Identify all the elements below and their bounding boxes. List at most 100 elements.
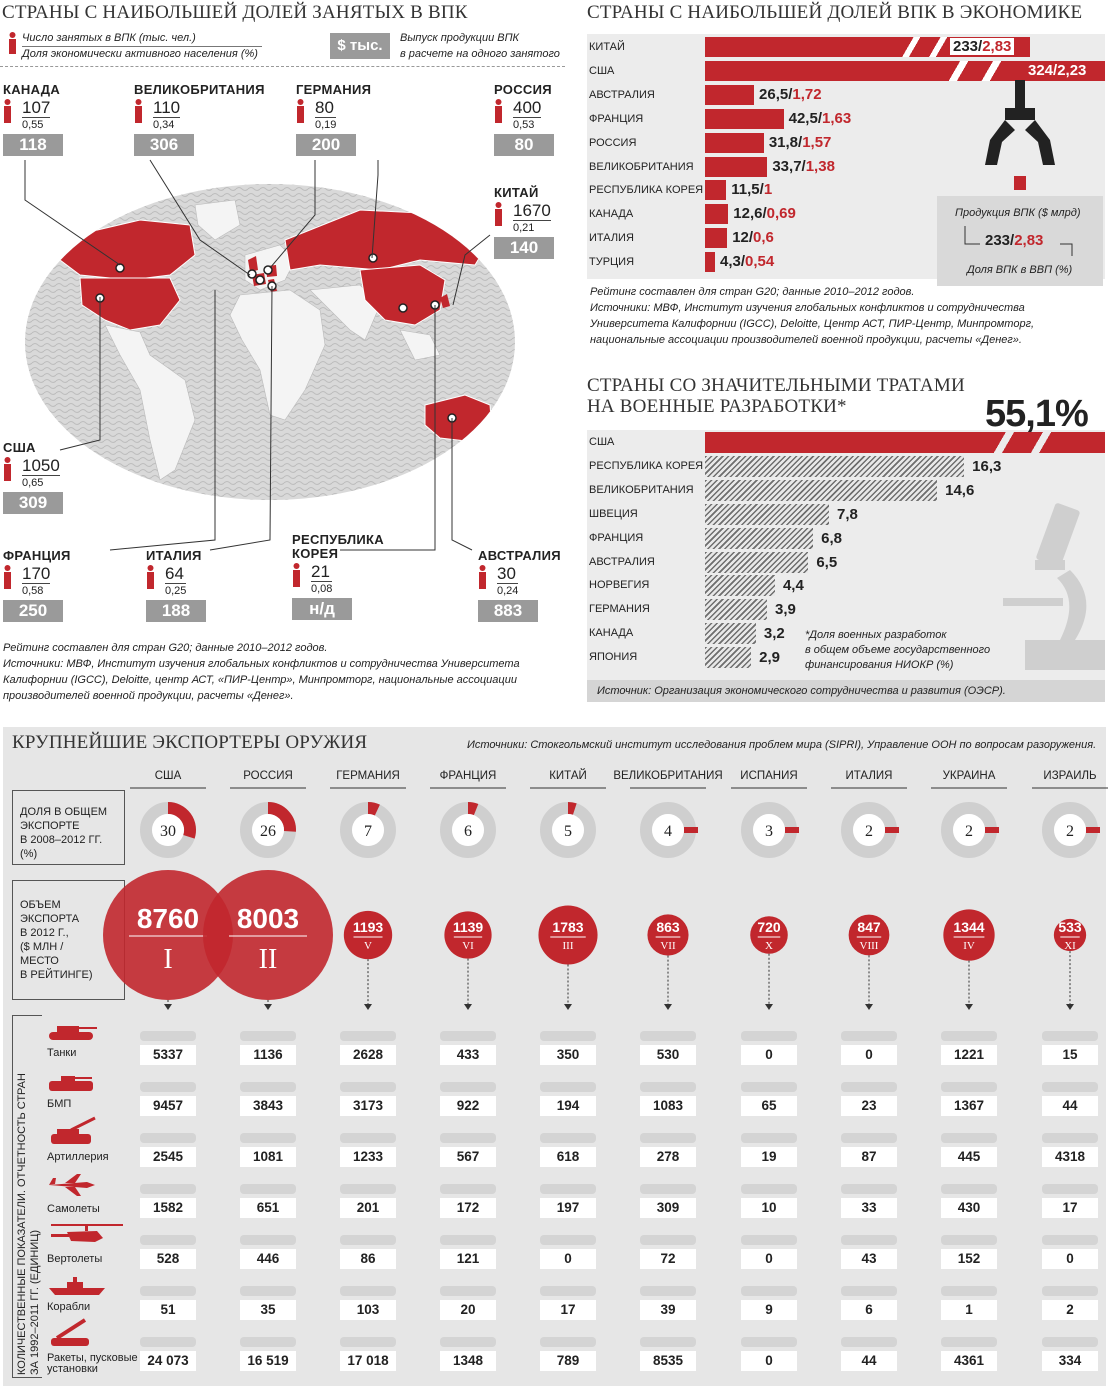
country-usa: США 1050 0,65 309: [3, 440, 83, 514]
country-column-name: ИТАЛИЯ: [845, 770, 893, 782]
person-icon: [147, 565, 154, 589]
bar: [705, 180, 727, 201]
bar-category: КАНАДА: [589, 208, 634, 221]
row-ghost-icon: [540, 1235, 596, 1245]
arrow-head: [1066, 1004, 1074, 1010]
ship-icon: [49, 1277, 105, 1295]
label-share: ДОЛЯ В ОБЩЕМ ЭКСПОРТЕ В 2008–2012 ГГ. (%…: [20, 805, 107, 861]
table-cell: 44: [1042, 1096, 1098, 1116]
row-ghost-icon: [841, 1337, 897, 1347]
side-label-box: [12, 1015, 42, 1378]
country-russia: РОССИЯ 400 0,53 80: [494, 82, 564, 156]
volume-value: 533: [1058, 919, 1082, 935]
bar-category: ШВЕЦИЯ: [589, 507, 638, 520]
label-volume-line: МЕСТО: [20, 955, 59, 967]
row-label: Вертолеты: [47, 1253, 103, 1265]
share-value: 2: [865, 823, 873, 840]
country-column-name: ИЗРАИЛЬ: [1043, 770, 1097, 782]
bar-value: 12/0,6: [732, 229, 774, 246]
legend-output-label: Продукция ВПК ($ млрд): [955, 207, 1081, 219]
employed-value: 1670: [513, 201, 551, 221]
legend-sample-black: 233/: [985, 232, 1015, 249]
section3-big-value: 55,1%: [985, 393, 1089, 435]
volume-bubble: [647, 914, 689, 956]
table-cell: 0: [741, 1045, 797, 1065]
row-helicopters: Вертолеты: [47, 1222, 127, 1265]
share-value: 0,25: [165, 585, 187, 597]
bar-category: РОССИЯ: [589, 136, 637, 149]
row-ghost-icon: [1042, 1337, 1098, 1347]
rank-value: IV: [963, 940, 975, 952]
table-cell: 433: [440, 1045, 496, 1065]
arrow-head: [865, 1004, 873, 1010]
row-ghost-icon: [140, 1133, 196, 1143]
defense-share-chart: КИТАЙ 233/2,83 США 324/2,23 АВСТРАЛИЯ 26,5/1,…: [587, 34, 1105, 279]
row-ghost-icon: [240, 1286, 296, 1296]
country-column-name: ГЕРМАНИЯ: [336, 770, 400, 782]
table-cell: 1367: [941, 1096, 997, 1116]
share-ring-center: [753, 814, 785, 846]
volume-value: 1783: [552, 919, 583, 935]
volume-bubble: [538, 905, 598, 965]
table-cell: 1221: [941, 1045, 997, 1065]
share-ring-center: [552, 814, 584, 846]
bar-value: 11,5/1: [731, 181, 772, 198]
row-ghost-icon: [540, 1082, 596, 1092]
bar-category: РЕСПУБЛИКА КОРЕЯ: [589, 459, 704, 472]
section1-sources: Источники: МВФ, Институт изучения глобал…: [3, 658, 520, 702]
bar-value: 14,6: [945, 481, 975, 499]
row-ghost-icon: [340, 1286, 396, 1296]
row-ghost-icon: [941, 1235, 997, 1245]
legend-person-icon: [8, 32, 17, 59]
share-value: 0,34: [153, 119, 175, 131]
bar: [705, 647, 752, 669]
output-box: 883: [478, 600, 538, 622]
bar-value-black: 324/: [1028, 61, 1058, 79]
share-value: 0,21: [513, 222, 535, 234]
bar: [705, 599, 767, 621]
table-cell: 0: [741, 1351, 797, 1371]
table-cell: 65: [741, 1096, 797, 1116]
bar-value-black: 31,8/: [768, 133, 803, 151]
bar: [705, 156, 768, 177]
person-icon: [4, 99, 11, 123]
share-value: 0,19: [315, 119, 337, 131]
artillery-icon: [51, 1116, 96, 1144]
employed-value: 170: [22, 564, 51, 584]
country-name: АВСТРАЛИЯ: [478, 548, 561, 563]
bar: [705, 479, 938, 501]
country-china: КИТАЙ 1670 0,21 140: [494, 185, 564, 259]
missile-launcher-icon: [51, 1318, 89, 1346]
table-cell: 567: [440, 1147, 496, 1167]
volume-bubble: [343, 910, 393, 960]
table-cell: 530: [640, 1045, 696, 1065]
share-value: 30: [160, 823, 176, 840]
output-box: 140: [494, 237, 554, 259]
row-ghost-icon: [440, 1184, 496, 1194]
bar-value: 31,8/1,57: [769, 134, 832, 151]
table-cell: 0: [540, 1249, 596, 1269]
row-ghost-icon: [240, 1031, 296, 1041]
country-germany: ГЕРМАНИЯ 80 0,19 200: [296, 82, 406, 156]
bar: [705, 432, 1105, 453]
table-cell: 16 519: [240, 1351, 296, 1371]
note2: в общем объеме государственного: [805, 644, 991, 656]
row-label: Ракеты, пусковые установки: [47, 1352, 138, 1375]
bar-value: 33,7/1,38: [772, 158, 835, 175]
person-icon: [479, 565, 486, 589]
person-icon: [495, 202, 502, 226]
row-label: Корабли: [47, 1301, 91, 1313]
bar-value-red: 1,38: [805, 157, 835, 175]
bar-category: США: [589, 436, 615, 448]
row-ghost-icon: [140, 1184, 196, 1194]
volume-value: 863: [656, 919, 680, 935]
table-cell: 72: [640, 1249, 696, 1269]
row-ghost-icon: [941, 1082, 997, 1092]
output-box: 309: [3, 492, 63, 514]
legend-output: Выпуск продукции ВПК: [400, 32, 520, 44]
person-icon: [135, 99, 142, 123]
share-value: 2: [965, 823, 973, 840]
employed-value: 80: [315, 99, 337, 118]
share-arc: [567, 802, 577, 815]
